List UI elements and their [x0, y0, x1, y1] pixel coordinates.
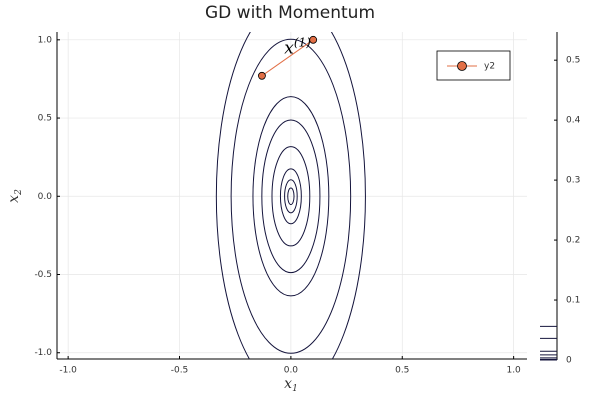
series-marker [309, 35, 318, 44]
contour-line [215, 32, 366, 359]
y-axis-label: x2 [6, 189, 24, 203]
legend-label: y2 [484, 62, 495, 72]
colorbar-tick-label: 0.3 [566, 176, 580, 186]
legend-marker [457, 61, 467, 71]
y-tick-label: -1.0 [34, 348, 52, 358]
colorbar-tick-label: 0.2 [566, 236, 580, 246]
y-tick-label: 1.0 [38, 35, 53, 45]
x-tick-label: 0.0 [284, 366, 299, 376]
x-tick-label: 0.5 [395, 366, 409, 376]
contour-line [287, 187, 295, 206]
x-tick-label: 1.0 [506, 366, 521, 376]
contour-line [252, 96, 330, 297]
contour-line [279, 168, 302, 225]
y-tick-label: 0.5 [38, 114, 52, 124]
annotation-sup: (1) [294, 35, 311, 49]
y-tick-label: 0.0 [38, 192, 53, 202]
contour-line [261, 119, 321, 274]
annotation: x(1) [284, 35, 311, 58]
x-axis-label: x1 [284, 376, 298, 394]
series-line [261, 39, 314, 77]
chart-title: GD with Momentum [205, 3, 375, 23]
contour-line [271, 146, 311, 247]
annotation-base: x [284, 38, 294, 58]
x-tick-label: -1.0 [59, 366, 77, 376]
x-label-sub: 1 [292, 384, 298, 394]
x-tick-label: -0.5 [171, 366, 189, 376]
y-label-sub: 2 [14, 189, 24, 196]
colorbar-tick-label: 0.4 [566, 116, 581, 126]
y-label-base: x [6, 195, 22, 203]
plot-area [215, 32, 366, 359]
x-label-base: x [284, 376, 292, 392]
colorbar-tick-label: 0.5 [566, 56, 580, 66]
contour-line [284, 179, 298, 214]
series-marker [258, 71, 266, 80]
colorbar-tick-label: 0.1 [566, 296, 580, 306]
y-tick-label: -0.5 [34, 270, 52, 280]
contour-line [230, 38, 352, 354]
colorbar-tick-label: 0 [566, 356, 572, 366]
